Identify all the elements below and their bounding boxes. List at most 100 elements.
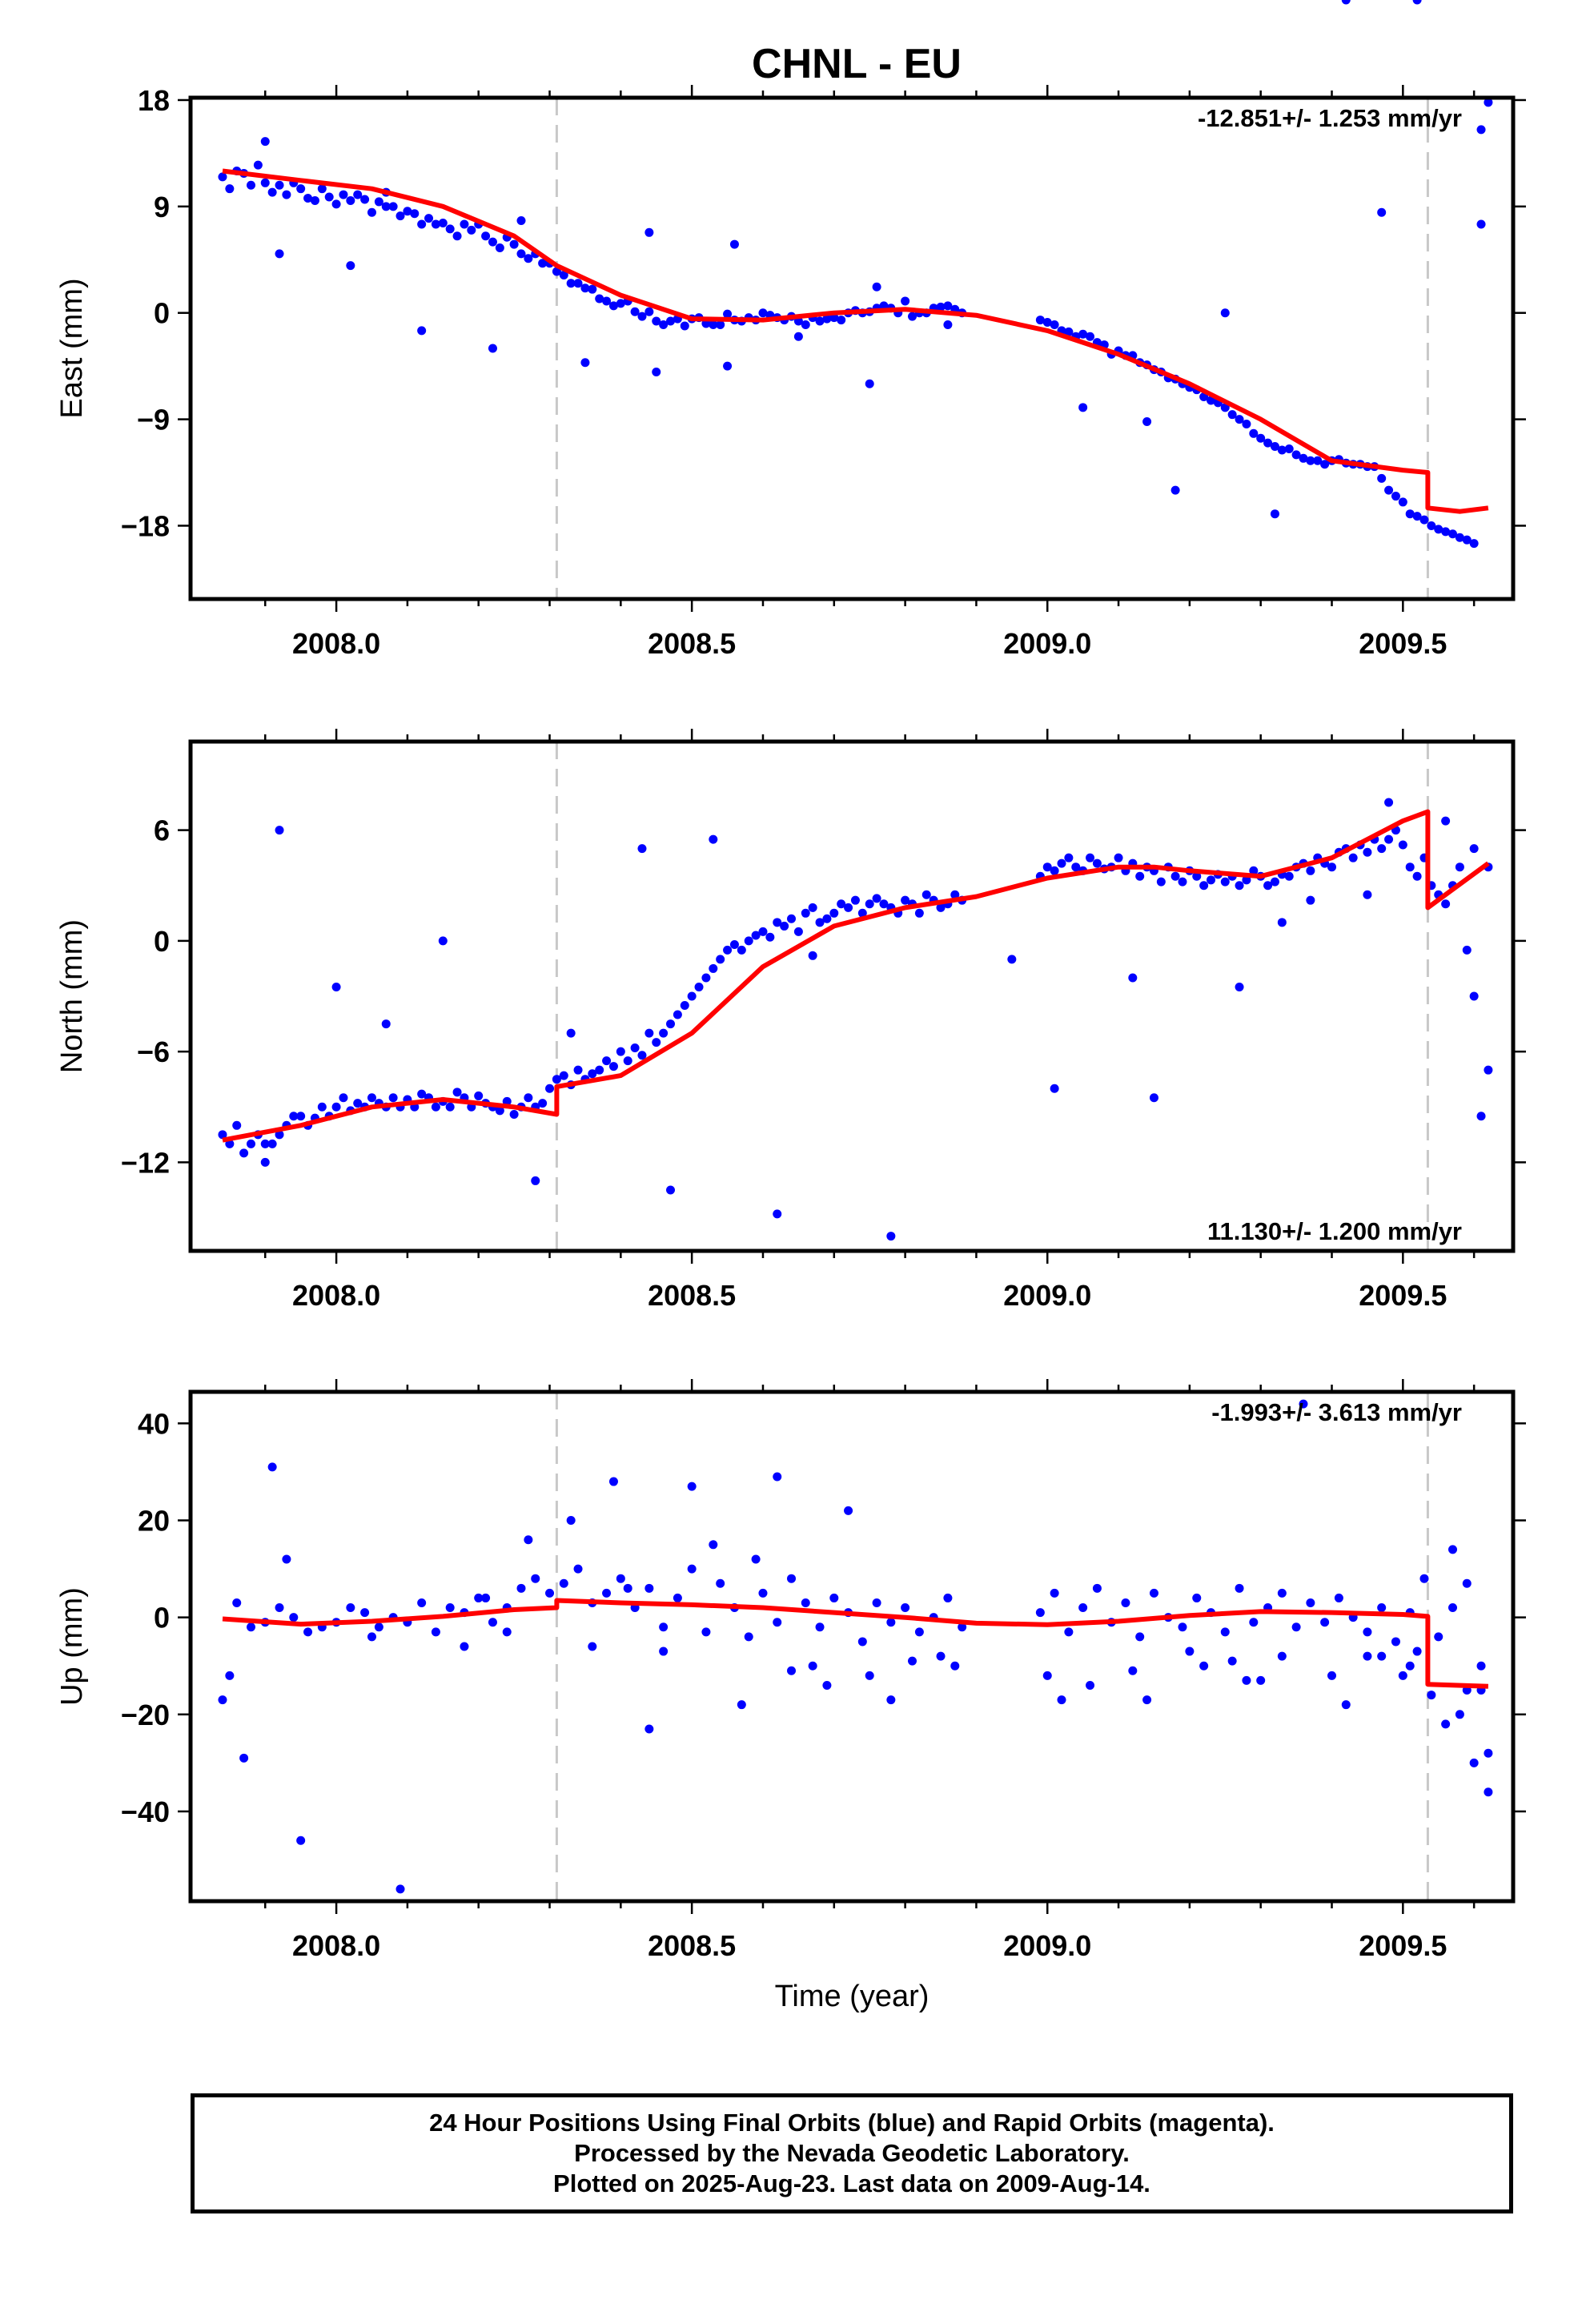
data-point <box>346 195 355 205</box>
y-tick-label: −12 <box>121 1146 170 1179</box>
data-point <box>1220 308 1230 318</box>
data-point <box>602 1588 612 1598</box>
data-point <box>1398 840 1407 850</box>
data-point <box>467 225 476 235</box>
data-point <box>1064 327 1074 336</box>
data-point <box>388 1093 398 1103</box>
data-point <box>331 1102 341 1112</box>
data-point <box>367 1093 376 1103</box>
data-point <box>701 1627 711 1637</box>
y-tick-label: −6 <box>137 1035 170 1068</box>
velocity-rate-label: 11.130+/- 1.200 mm/yr <box>1207 1217 1462 1245</box>
data-point <box>1441 527 1451 537</box>
data-point <box>1455 862 1464 872</box>
data-point <box>1405 509 1415 519</box>
data-point <box>417 1598 427 1607</box>
data-point <box>417 219 427 229</box>
data-point <box>1256 433 1266 443</box>
data-point <box>716 1578 725 1588</box>
x-tick-label: 2009.5 <box>1359 1929 1447 1962</box>
data-point <box>559 270 568 279</box>
x-tick-label: 2008.5 <box>648 627 736 660</box>
data-point <box>1057 1695 1066 1705</box>
data-point <box>950 890 960 899</box>
data-point <box>801 320 810 329</box>
data-point <box>296 184 306 194</box>
data-point <box>936 903 946 912</box>
data-point <box>360 195 370 204</box>
data-point <box>1078 403 1088 412</box>
data-point <box>1249 866 1259 875</box>
chart-title: CHNL - EU <box>752 41 962 87</box>
data-point <box>531 1176 540 1185</box>
data-point <box>1235 1583 1244 1593</box>
data-point <box>282 190 291 199</box>
data-point <box>1377 473 1387 483</box>
data-point <box>1078 329 1088 339</box>
data-point <box>950 1661 960 1671</box>
data-point <box>608 1477 618 1486</box>
data-point <box>1348 853 1358 862</box>
model-fit-line <box>222 809 1490 1143</box>
data-point <box>865 1671 874 1680</box>
data-point <box>1192 1593 1202 1602</box>
data-point <box>872 1598 881 1607</box>
data-point <box>559 1071 568 1080</box>
y-axis-label: Up (mm) <box>55 1587 89 1706</box>
data-point <box>1391 1637 1400 1647</box>
data-point <box>509 1109 519 1119</box>
data-point <box>524 1093 533 1103</box>
data-point <box>1462 535 1472 545</box>
data-point <box>801 908 810 918</box>
data-point <box>716 320 725 329</box>
data-point <box>659 1622 669 1632</box>
x-tick-label: 2008.5 <box>648 1279 736 1312</box>
data-point <box>659 1028 669 1038</box>
data-point <box>723 309 733 319</box>
data-point <box>644 307 654 316</box>
data-point <box>1363 847 1372 857</box>
data-point <box>666 316 676 326</box>
data-point <box>1427 1691 1436 1700</box>
data-point <box>1341 1700 1351 1710</box>
data-point <box>580 283 590 293</box>
y-tick-label: 0 <box>154 925 170 958</box>
data-point <box>595 294 604 304</box>
data-point <box>495 243 504 253</box>
data-point <box>1121 1598 1130 1607</box>
data-point <box>1327 1671 1337 1680</box>
data-point <box>652 368 661 377</box>
data-point <box>773 1209 782 1219</box>
y-tick-label: −20 <box>121 1699 170 1731</box>
data-point <box>1156 877 1166 887</box>
data-point <box>1135 871 1145 881</box>
data-point <box>1412 871 1422 881</box>
data-point <box>474 1091 484 1100</box>
data-point <box>588 1642 597 1651</box>
data-point <box>495 1106 504 1116</box>
data-point <box>943 301 953 311</box>
data-point <box>751 931 761 940</box>
data-point <box>1448 1603 1458 1613</box>
data-point <box>1178 1622 1187 1632</box>
panel-frame <box>188 1389 1516 1904</box>
data-point <box>1405 1661 1415 1671</box>
data-point <box>1071 862 1081 872</box>
data-point <box>680 1001 689 1011</box>
data-point <box>1299 453 1308 463</box>
data-point <box>837 316 846 325</box>
data-point <box>673 1010 682 1019</box>
data-point <box>1469 1758 1479 1767</box>
data-point <box>1313 456 1323 465</box>
y-tick-label: −40 <box>121 1795 170 1828</box>
data-point <box>1086 1680 1095 1690</box>
data-point <box>1455 1710 1464 1719</box>
data-point <box>317 184 327 194</box>
data-point <box>709 320 718 329</box>
data-point <box>829 908 839 918</box>
data-point <box>516 216 526 226</box>
data-point <box>1469 991 1479 1001</box>
data-point <box>339 1093 348 1103</box>
data-point <box>608 1062 618 1072</box>
data-point <box>1042 1671 1052 1680</box>
